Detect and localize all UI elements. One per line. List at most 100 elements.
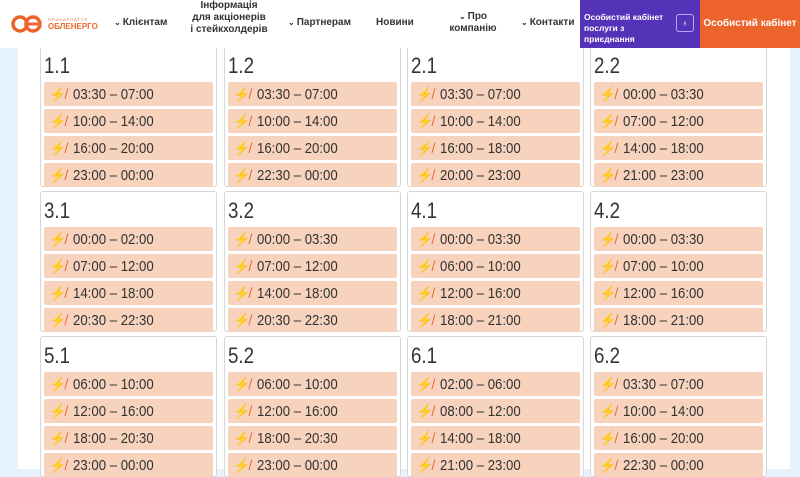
outage-slot: ⚡̸ 12:00 – 16:00 (228, 399, 397, 423)
group-card: 5.2 ⚡̸ 06:00 – 10:00 ⚡̸ 12:00 – 16:00 ⚡̸ 18:00… (224, 336, 401, 477)
slot-time: 20:30 – 22:30 (257, 311, 338, 329)
slot-time: 06:00 – 10:00 (257, 375, 338, 393)
slot-time: 10:00 – 14:00 (257, 112, 338, 130)
outage-slot: ⚡̸ 18:00 – 21:00 (411, 308, 580, 332)
cabinet-services-label: Особистий кабінет послуги з приєднання (584, 12, 664, 44)
power-off-icon: ⚡̸ (49, 284, 67, 301)
slot-time: 14:00 – 18:00 (257, 284, 338, 302)
slot-time: 07:00 – 12:00 (257, 257, 338, 275)
outage-slot: ⚡̸ 12:00 – 16:00 (44, 399, 213, 423)
slot-time: 00:00 – 03:30 (257, 230, 338, 248)
group-card: 5.1 ⚡̸ 06:00 – 10:00 ⚡̸ 12:00 – 16:00 ⚡̸ 18:00… (40, 336, 217, 477)
outage-slot: ⚡̸ 18:00 – 21:00 (594, 308, 763, 332)
slot-time: 23:00 – 00:00 (73, 456, 154, 474)
group-card: 6.2 ⚡̸ 03:30 – 07:00 ⚡̸ 10:00 – 14:00 ⚡̸ 16:00… (590, 336, 767, 477)
slot-time: 03:30 – 07:00 (73, 85, 154, 103)
power-off-icon: ⚡̸ (416, 257, 434, 274)
slot-time: 07:00 – 10:00 (623, 257, 704, 275)
site-header: ПРИКАРПАТТЯ ОБЛЕНЕРГО ⌄ Клієнтам Інформаці… (0, 0, 800, 48)
group-title: 3.1 (44, 198, 71, 223)
power-off-icon: ⚡̸ (599, 284, 617, 301)
cabinet-button[interactable]: Особистий кабінет (700, 0, 800, 48)
power-off-icon: ⚡̸ (599, 456, 617, 473)
slot-time: 16:00 – 18:00 (440, 139, 521, 157)
outage-slot: ⚡̸ 07:00 – 12:00 (44, 254, 213, 278)
outage-slot: ⚡̸ 03:30 – 07:00 (228, 82, 397, 106)
slot-time: 10:00 – 14:00 (440, 112, 521, 130)
slot-time: 00:00 – 02:00 (73, 230, 154, 248)
power-off-icon: ⚡̸ (416, 375, 434, 392)
outage-slot: ⚡̸ 18:00 – 20:30 (44, 426, 213, 450)
power-off-icon: ⚡̸ (49, 257, 67, 274)
power-off-icon: ⚡̸ (416, 166, 434, 183)
slot-time: 07:00 – 12:00 (623, 112, 704, 130)
outage-slot: ⚡̸ 10:00 – 14:00 (411, 109, 580, 133)
power-off-icon: ⚡̸ (49, 85, 67, 102)
nav-partners[interactable]: ⌄ Партнерам (288, 17, 351, 29)
power-off-icon: ⚡̸ (49, 139, 67, 156)
slot-time: 02:00 – 06:00 (440, 375, 521, 393)
nav-clients[interactable]: ⌄ Клієнтам (114, 17, 167, 29)
nav-label: Інформація для акціонерів і стейкхолдері… (190, 0, 268, 35)
power-off-icon: ⚡̸ (416, 85, 434, 102)
slot-time: 16:00 – 20:00 (257, 139, 338, 157)
nav-label: Партнерам (296, 17, 351, 28)
chevron-down-icon: ⌄ (521, 18, 528, 27)
outage-slot: ⚡̸ 12:00 – 16:00 (594, 281, 763, 305)
group-card: 1.1 ⚡̸ 03:30 – 07:00 ⚡̸ 10:00 – 14:00 ⚡̸ 16:00… (40, 46, 217, 187)
slot-time: 12:00 – 16:00 (623, 284, 704, 302)
power-off-icon: ⚡̸ (416, 284, 434, 301)
outage-slot: ⚡̸ 18:00 – 20:30 (228, 426, 397, 450)
outage-slot: ⚡̸ 10:00 – 14:00 (594, 399, 763, 423)
nav-about[interactable]: ⌄ Про компанію (438, 11, 508, 35)
outage-slot: ⚡̸ 20:00 – 23:00 (411, 163, 580, 187)
power-off-icon: ⚡̸ (49, 402, 67, 419)
slot-time: 14:00 – 18:00 (440, 429, 521, 447)
slot-time: 20:00 – 23:00 (440, 166, 521, 184)
slot-time: 07:00 – 12:00 (73, 257, 154, 275)
nav-news[interactable]: Новини (376, 17, 414, 29)
slot-time: 21:00 – 23:00 (623, 166, 704, 184)
power-off-icon: ⚡̸ (416, 311, 434, 328)
slot-time: 12:00 – 16:00 (440, 284, 521, 302)
power-off-icon: ⚡̸ (233, 429, 251, 446)
outage-slot: ⚡̸ 12:00 – 16:00 (411, 281, 580, 305)
outage-slot: ⚡̸ 08:00 – 12:00 (411, 399, 580, 423)
slot-time: 16:00 – 20:00 (73, 139, 154, 157)
slot-time: 21:00 – 23:00 (440, 456, 521, 474)
outage-slot: ⚡̸ 06:00 – 10:00 (411, 254, 580, 278)
group-title: 4.1 (411, 198, 438, 223)
logo[interactable]: ПРИКАРПАТТЯ ОБЛЕНЕРГО (10, 14, 110, 34)
logo-text: ОБЛЕНЕРГО (48, 22, 98, 31)
outage-slot: ⚡̸ 14:00 – 18:00 (44, 281, 213, 305)
outage-slot: ⚡̸ 06:00 – 10:00 (44, 372, 213, 396)
power-off-icon: ⚡̸ (416, 112, 434, 129)
outage-slot: ⚡̸ 20:30 – 22:30 (44, 308, 213, 332)
group-title: 1.2 (228, 53, 255, 78)
power-off-icon: ⚡̸ (49, 230, 67, 247)
group-title: 6.1 (411, 343, 438, 368)
slot-time: 06:00 – 10:00 (73, 375, 154, 393)
power-off-icon: ⚡̸ (599, 166, 617, 183)
slot-time: 16:00 – 20:00 (623, 429, 704, 447)
nav-contacts[interactable]: ⌄ Контакти (521, 17, 574, 29)
cabinet-services-button[interactable]: Особистий кабінет послуги з приєднання ♁ (580, 0, 700, 48)
slot-time: 10:00 – 14:00 (623, 402, 704, 420)
power-off-icon: ⚡̸ (416, 456, 434, 473)
group-title: 3.2 (228, 198, 255, 223)
group-card: 4.1 ⚡̸ 00:00 – 03:30 ⚡̸ 06:00 – 10:00 ⚡̸ 12:00… (407, 191, 584, 332)
power-off-icon: ⚡̸ (49, 311, 67, 328)
outage-slot: ⚡̸ 00:00 – 03:30 (594, 82, 763, 106)
outage-slot: ⚡̸ 07:00 – 10:00 (594, 254, 763, 278)
chevron-down-icon: ⌄ (458, 12, 466, 21)
user-icon: ♁ (676, 14, 694, 32)
group-card: 3.2 ⚡̸ 00:00 – 03:30 ⚡̸ 07:00 – 12:00 ⚡̸ 14:00… (224, 191, 401, 332)
power-off-icon: ⚡̸ (416, 402, 434, 419)
nav-shareholders[interactable]: Інформація для акціонерів і стейкхолдері… (190, 0, 268, 36)
power-off-icon: ⚡̸ (233, 257, 251, 274)
nav-label: Клієнтам (122, 17, 168, 28)
chevron-down-icon: ⌄ (114, 18, 121, 27)
outage-slot: ⚡̸ 00:00 – 03:30 (228, 227, 397, 251)
group-title: 1.1 (44, 53, 71, 78)
slot-time: 10:00 – 14:00 (73, 112, 154, 130)
